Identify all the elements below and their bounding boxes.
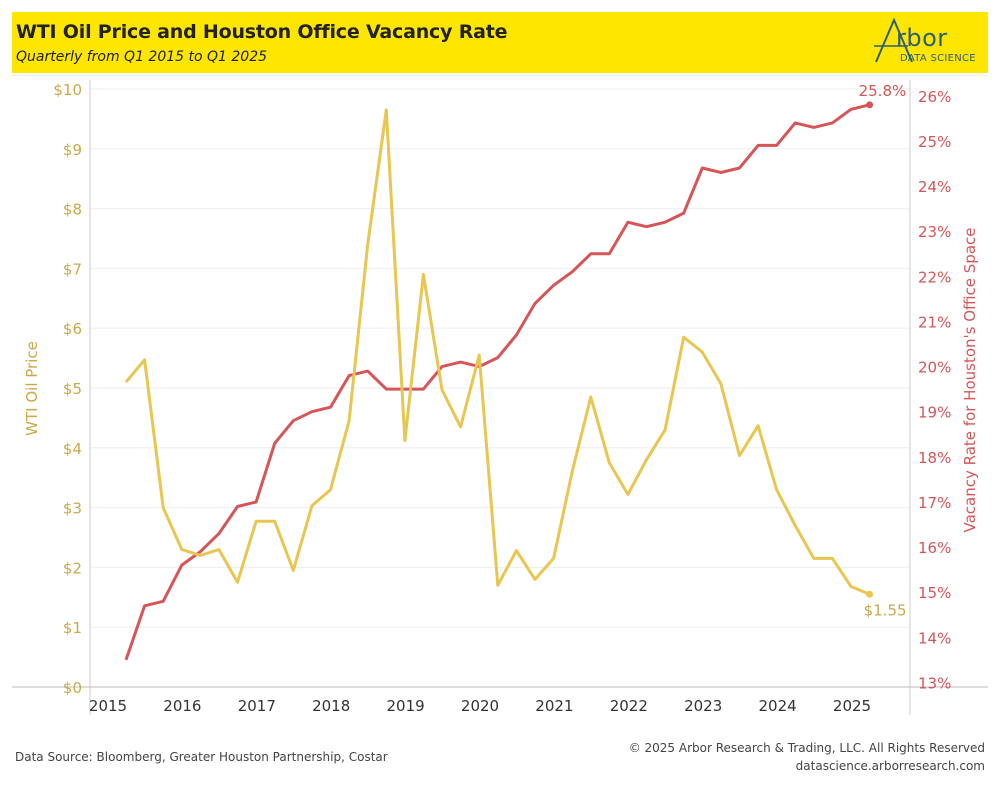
- copyright: © 2025 Arbor Research & Trading, LLC. Al…: [628, 741, 985, 755]
- y-right-tick-label: 15%: [918, 584, 951, 602]
- chart-subtitle: Quarterly from Q1 2015 to Q1 2025: [16, 49, 268, 65]
- y-right-tick-label: 25%: [918, 133, 951, 151]
- y-right-tick-label: 26%: [918, 88, 951, 106]
- vacancy-end-point: [866, 101, 874, 109]
- y-right-tick-label: 16%: [918, 539, 951, 557]
- y-right-axis-title: Vacancy Rate for Houston's Office Space: [961, 228, 979, 533]
- y-right-tick-label: 22%: [918, 268, 951, 286]
- y-tick-label: $4: [63, 440, 82, 458]
- y-tick-label: $0: [63, 679, 82, 697]
- y-right-tick-label: 19%: [918, 404, 951, 422]
- oil-end-label: $1.55: [864, 601, 907, 619]
- y-right-tick-label: 14%: [918, 629, 951, 647]
- logo-subtext: DATA SCIENCE: [900, 53, 976, 64]
- y-tick-label: $7: [63, 260, 82, 278]
- y-tick-label: $9: [63, 141, 82, 159]
- y-tick-label: $5: [63, 380, 82, 398]
- y-right-tick-label: 23%: [918, 223, 951, 241]
- y-right-tick-label: 17%: [918, 494, 951, 512]
- y-tick-label: $2: [63, 559, 82, 577]
- y-right-tick-label: 18%: [918, 449, 951, 467]
- arbor-a-icon: [874, 17, 913, 63]
- x-tick-label: 2017: [238, 697, 276, 715]
- y-tick-label: $6: [63, 320, 82, 338]
- x-tick-label: 2020: [461, 697, 499, 715]
- x-tick-label: 2023: [684, 697, 722, 715]
- y-tick-label: $3: [63, 500, 82, 518]
- website: datascience.arborresearch.com: [795, 759, 985, 773]
- y-axis-title: WTI Oil Price: [23, 341, 41, 436]
- x-tick-label: 2024: [759, 697, 797, 715]
- chart-area: $0 $1 $2 $3 $4 $5 $6 $7 $8 $9 $10 13% 14% 15% 16% 17% 18…: [12, 75, 988, 715]
- x-tick-label: 2025: [833, 697, 871, 715]
- y-right-tick-label: 20%: [918, 359, 951, 377]
- oil-end-point: [866, 590, 874, 598]
- y-tick-label: $1: [63, 619, 82, 637]
- x-tick-label: 2015: [89, 697, 127, 715]
- y-right-tick-label: 24%: [918, 178, 951, 196]
- header-banner: WTI Oil Price and Houston Office Vacancy…: [12, 12, 988, 73]
- y-tick-label: $10: [53, 81, 82, 99]
- y-right-tick-label: 21%: [918, 313, 951, 331]
- data-source: Data Source: Bloomberg, Greater Houston …: [15, 750, 388, 764]
- oil-price-line: [124, 108, 871, 596]
- x-tick-label: 2022: [610, 697, 648, 715]
- y-right-tick-label: 13%: [918, 674, 951, 692]
- vacancy-rate-line: [124, 103, 870, 661]
- x-tick-label: 2018: [312, 697, 350, 715]
- logo-wordmark: rbor: [896, 24, 948, 52]
- x-tick-label: 2021: [535, 697, 573, 715]
- x-tick-label: 2019: [387, 697, 425, 715]
- vacancy-end-label: 25.8%: [859, 82, 907, 100]
- x-tick-label: 2016: [163, 697, 201, 715]
- y-tick-label: $8: [63, 201, 82, 219]
- chart-title: WTI Oil Price and Houston Office Vacancy…: [16, 21, 508, 43]
- arbor-logo: rbor DATA SCIENCE: [872, 16, 984, 68]
